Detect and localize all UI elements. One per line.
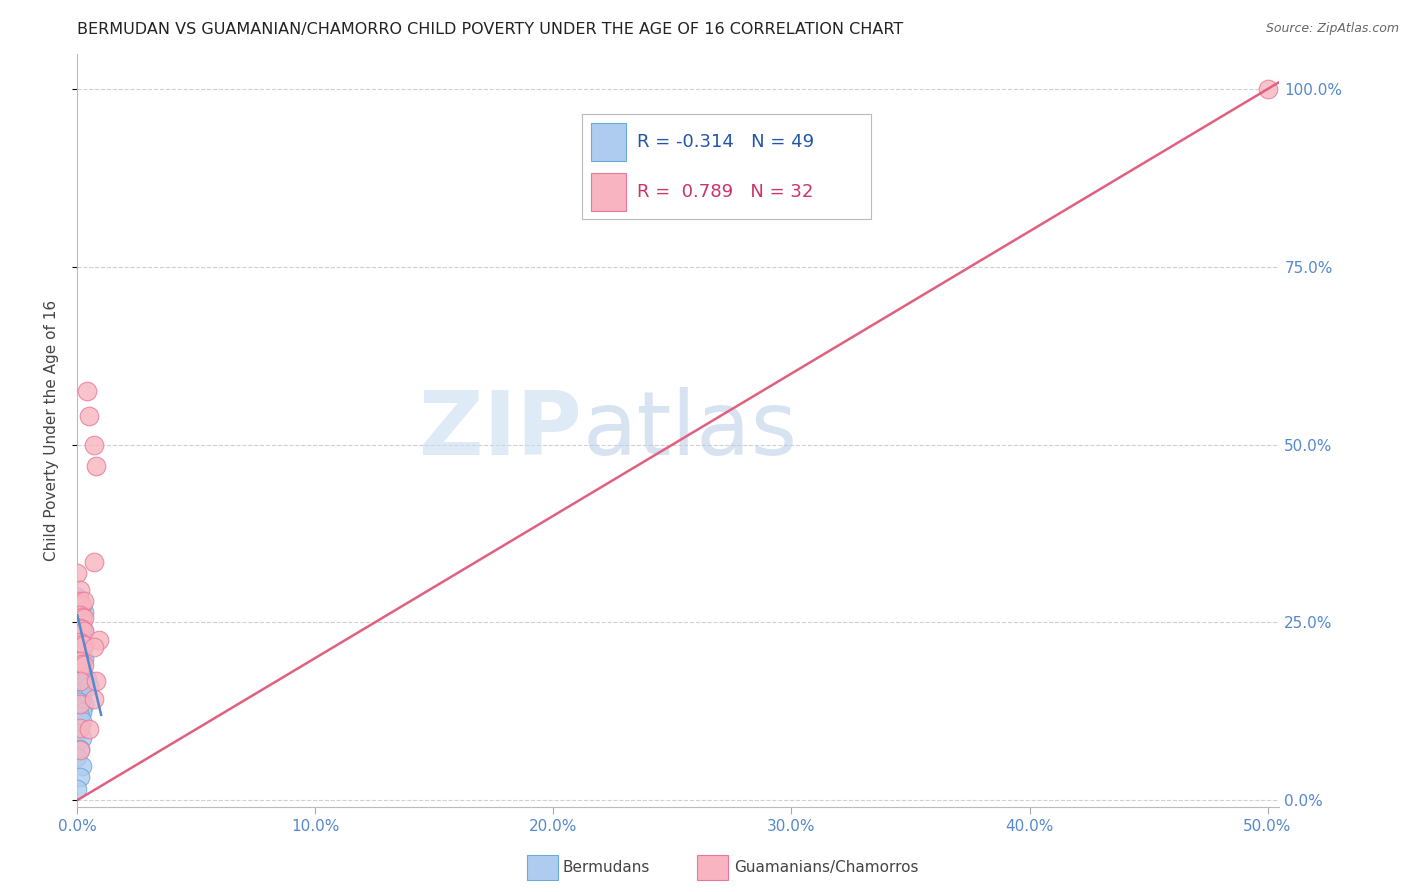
Point: [66, 566, 89, 580]
Point: [73, 652, 96, 666]
Point: [77, 679, 100, 693]
Point: [69, 594, 91, 608]
Point: [66, 782, 89, 797]
Point: [66, 690, 89, 704]
Point: [70, 692, 93, 706]
Point: [1257, 82, 1279, 96]
Text: R = -0.314   N = 49: R = -0.314 N = 49: [637, 133, 814, 152]
Point: [66, 681, 89, 695]
Point: [69, 673, 91, 688]
Text: Source: ZipAtlas.com: Source: ZipAtlas.com: [1265, 22, 1399, 36]
Point: [70, 641, 93, 656]
Point: [69, 655, 91, 669]
Point: [66, 725, 89, 739]
Point: [70, 657, 93, 671]
Point: [77, 409, 100, 424]
Point: [69, 686, 91, 700]
Y-axis label: Child Poverty Under the Age of 16: Child Poverty Under the Age of 16: [44, 300, 59, 561]
Point: [69, 771, 91, 785]
Point: [69, 675, 91, 690]
Point: [83, 555, 105, 569]
Point: [66, 591, 89, 605]
Point: [70, 633, 93, 648]
Point: [66, 648, 89, 662]
Point: [70, 621, 93, 635]
Point: [70, 683, 93, 698]
Text: Guamanians/Chamorros: Guamanians/Chamorros: [734, 860, 918, 874]
Point: [70, 637, 93, 651]
Point: [70, 673, 93, 687]
Text: ZIP: ZIP: [419, 387, 582, 474]
Point: [73, 678, 96, 692]
Point: [70, 731, 93, 745]
Point: [69, 666, 91, 681]
Point: [70, 658, 93, 673]
Point: [66, 631, 89, 645]
Point: [70, 664, 93, 678]
Point: [73, 624, 96, 638]
Point: [70, 608, 93, 623]
Point: [69, 695, 91, 709]
Point: [69, 628, 91, 642]
Point: [66, 616, 89, 631]
Point: [69, 742, 91, 756]
Point: [73, 638, 96, 652]
Point: [76, 673, 98, 687]
Point: [70, 651, 93, 665]
Point: [69, 721, 91, 735]
Point: [70, 705, 93, 719]
Point: [69, 621, 91, 635]
Point: [70, 623, 93, 637]
Point: [66, 702, 89, 716]
Text: BERMUDAN VS GUAMANIAN/CHAMORRO CHILD POVERTY UNDER THE AGE OF 16 CORRELATION CHA: BERMUDAN VS GUAMANIAN/CHAMORRO CHILD POV…: [77, 22, 904, 37]
Point: [69, 635, 91, 649]
Point: [83, 437, 105, 451]
Point: [73, 698, 96, 712]
Point: [83, 640, 105, 655]
Point: [69, 697, 91, 711]
Point: [76, 384, 98, 399]
Point: [69, 644, 91, 658]
Point: [69, 583, 91, 598]
Point: [70, 714, 93, 728]
Point: [70, 609, 93, 624]
Point: [66, 640, 89, 655]
Point: [70, 615, 93, 630]
Point: [69, 743, 91, 757]
Bar: [591, 123, 626, 161]
Point: [69, 655, 91, 669]
Point: [77, 722, 100, 736]
Point: [83, 692, 105, 706]
Point: [73, 605, 96, 619]
Point: [73, 594, 96, 608]
Text: Bermudans: Bermudans: [562, 860, 650, 874]
Text: R =  0.789   N = 32: R = 0.789 N = 32: [637, 183, 814, 201]
Point: [70, 598, 93, 612]
Point: [66, 669, 89, 683]
Point: [69, 637, 91, 651]
Point: [73, 624, 96, 638]
Point: [86, 673, 108, 688]
Point: [70, 759, 93, 773]
Point: [69, 612, 91, 626]
Point: [69, 709, 91, 723]
Point: [69, 608, 91, 623]
Point: [73, 611, 96, 625]
Point: [66, 662, 89, 676]
Point: [73, 638, 96, 652]
Point: [69, 601, 91, 615]
Bar: [591, 173, 626, 211]
Point: [66, 750, 89, 764]
Point: [86, 458, 108, 473]
Point: [87, 633, 110, 648]
Point: [73, 658, 96, 673]
Text: atlas: atlas: [582, 387, 797, 474]
